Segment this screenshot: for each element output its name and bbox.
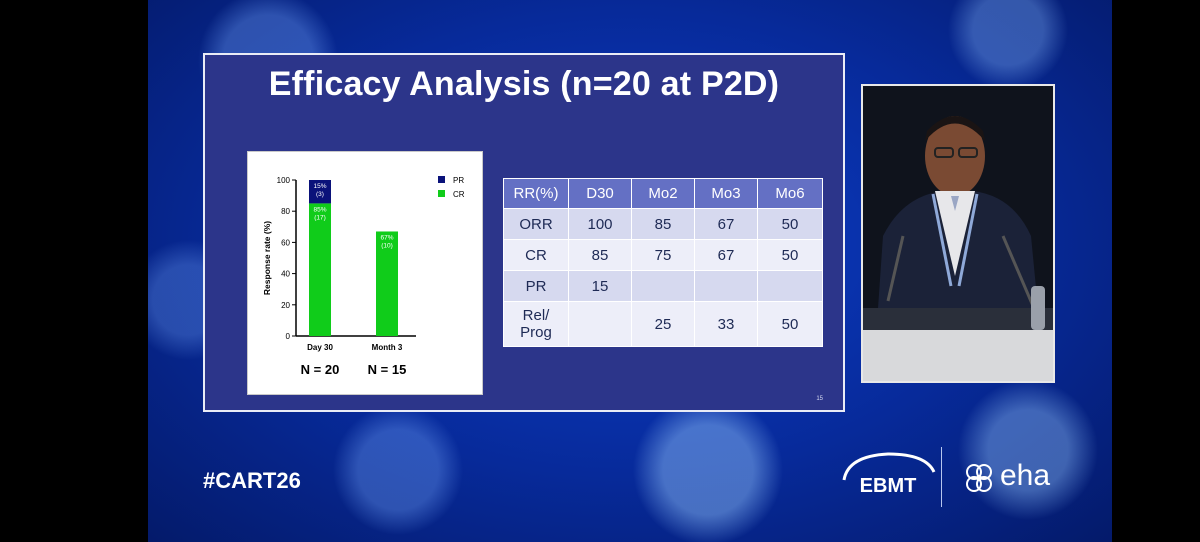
- y-tick-label: 60: [281, 238, 290, 247]
- y-tick-label: 0: [286, 332, 291, 341]
- bar-data-label: (3): [316, 191, 324, 198]
- y-tick-label: 20: [281, 301, 290, 310]
- bar-data-label: (10): [381, 242, 393, 249]
- table-cell: 33: [694, 301, 758, 347]
- table-row: Rel/Prog 25 33 50: [503, 301, 823, 347]
- eha-logo-text: eha: [1000, 459, 1051, 492]
- y-tick-label: 80: [281, 207, 290, 216]
- table-cell: 75: [631, 239, 695, 271]
- table-row-header: PR: [503, 270, 569, 302]
- legend-label-pr: PR: [453, 176, 464, 185]
- table-header-cell: D30: [568, 178, 632, 209]
- table-row: PR 15: [503, 270, 823, 302]
- table-cell: 25: [631, 301, 695, 347]
- table-cell: 85: [568, 239, 632, 271]
- legend-swatch-cr: [438, 190, 445, 197]
- table-cell: 50: [757, 208, 823, 240]
- table-cell: 15: [568, 270, 632, 302]
- response-rate-chart: 0 20 40 60 80 100 Response rate (%) 85% (17) 15%(…: [247, 151, 483, 395]
- y-axis-label: Response rate (%): [262, 221, 272, 295]
- category-n-label: N = 15: [368, 362, 407, 377]
- table-header-cell: RR(%): [503, 178, 569, 209]
- table-header-cell: Mo3: [694, 178, 758, 209]
- table-row-header: ORR: [503, 208, 569, 240]
- legend-label-cr: CR: [453, 190, 465, 199]
- table-row-header: CR: [503, 239, 569, 271]
- table-cell: [694, 270, 758, 302]
- logo-divider: [941, 447, 942, 507]
- ebmt-logo: EBMT: [842, 452, 936, 497]
- bar-cr-day-30: [309, 203, 331, 336]
- bar-data-label: 85%: [313, 206, 326, 213]
- bar-data-label: 15%: [313, 183, 326, 190]
- speaker-video-feed: [861, 84, 1055, 383]
- y-tick-label: 100: [277, 176, 291, 185]
- table-cell: 67: [694, 239, 758, 271]
- bar-data-label: (17): [314, 214, 326, 221]
- table-cell: 67: [694, 208, 758, 240]
- table-cell: 50: [757, 301, 823, 347]
- response-rate-table: RR(%) D30 Mo2 Mo3 Mo6 ORR 100 85 67 50 CR 85 75 67 50…: [503, 178, 823, 347]
- eha-emblem-icon: [966, 464, 992, 492]
- speaker-figure: [863, 86, 1053, 381]
- table-row: ORR 100 85 67 50: [503, 208, 823, 240]
- table-row: CR 85 75 67 50: [503, 239, 823, 271]
- legend-swatch-pr: [438, 176, 445, 183]
- event-hashtag: #CART26: [203, 468, 301, 493]
- bar-cr-month-3: [376, 231, 398, 336]
- category-n-label: N = 20: [301, 362, 340, 377]
- x-category-label: Day 30: [307, 343, 333, 352]
- ebmt-logo-text: EBMT: [860, 475, 917, 497]
- table-cell: 85: [631, 208, 695, 240]
- slide-title: Efficacy Analysis (n=20 at P2D): [268, 65, 780, 103]
- x-category-label: Month 3: [372, 343, 403, 352]
- table-header-cell: Mo2: [631, 178, 695, 209]
- table-cell: 100: [568, 208, 632, 240]
- table-cell: [568, 301, 632, 347]
- bar-data-label: 67%: [380, 234, 393, 241]
- table-cell: [631, 270, 695, 302]
- table-cell: 50: [757, 239, 823, 271]
- table-header-cell: Mo6: [757, 178, 823, 209]
- table-cell: [757, 270, 823, 302]
- table-row-header: Rel/Prog: [503, 301, 569, 347]
- y-tick-label: 40: [281, 270, 290, 279]
- bar-pr-day-30: [309, 180, 331, 204]
- presentation-slide: Efficacy Analysis (n=20 at P2D) 0 20 40 60 8…: [203, 53, 845, 412]
- slide-page-number: 15: [816, 396, 823, 402]
